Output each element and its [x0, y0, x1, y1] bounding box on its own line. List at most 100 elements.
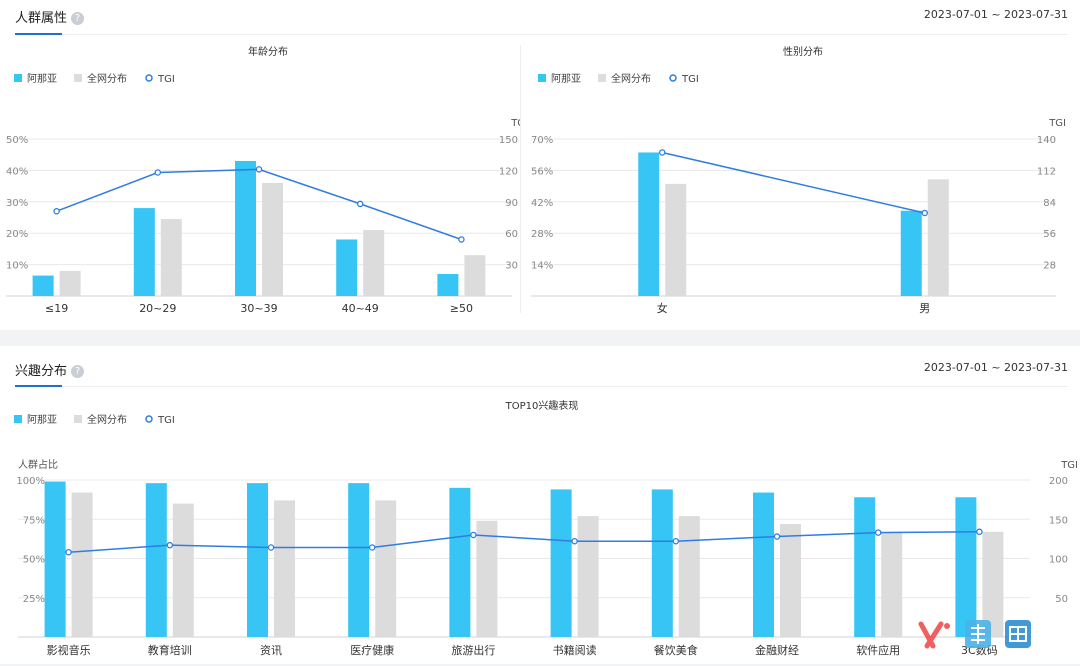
- bar-brand: [900, 210, 922, 296]
- y-tick-label-left: 70%: [531, 135, 553, 146]
- tab-active-indicator: [15, 33, 62, 35]
- bar-brand: [550, 489, 572, 637]
- legend-swatch-brand: [538, 74, 546, 82]
- help-icon[interactable]: ?: [71, 365, 85, 378]
- date-range[interactable]: 2023-07-01 ~ 2023-07-31: [923, 361, 1068, 374]
- y-tick-label-right: 50: [1055, 594, 1068, 605]
- y-tick-label-left: 42%: [531, 198, 553, 209]
- x-tick-label: 教育培训: [148, 643, 192, 657]
- tgi-point: [773, 533, 781, 540]
- tab-divider: [15, 34, 1068, 35]
- tgi-point: [255, 166, 263, 173]
- tgi-point: [65, 548, 72, 556]
- help-icon[interactable]: ?: [71, 12, 85, 25]
- bar-brand: [638, 152, 660, 296]
- y-tick-label-right: 100: [1049, 555, 1068, 566]
- bar-market: [274, 500, 295, 637]
- tgi-line: [56, 168, 462, 241]
- y-tick-label-right: 150: [499, 135, 518, 146]
- legend-swatch-tgi: [145, 74, 153, 82]
- y-tick-label-right: 150: [1049, 515, 1068, 526]
- bar-brand: [235, 160, 256, 296]
- legend-label: 全网分布: [611, 72, 651, 85]
- y-tick-label-right: 84: [1043, 198, 1056, 209]
- tab-active-indicator: [15, 385, 62, 387]
- legend-swatch-tgi: [145, 415, 153, 423]
- interest-card: 兴趣分布? 2023-07-01 ~ 2023-07-31 TOP10兴趣表现阿…: [0, 346, 1080, 664]
- y-tick-label-right: 112: [1037, 166, 1056, 177]
- x-tick-label: 女: [657, 301, 668, 315]
- tgi-point: [53, 207, 60, 215]
- section-title-text: 兴趣分布: [15, 364, 68, 379]
- tgi-point: [470, 531, 477, 539]
- watermark-logo: [918, 620, 1031, 649]
- x-tick-label: 医疗健康: [350, 643, 394, 657]
- tgi-point: [368, 544, 376, 551]
- bar-market: [375, 500, 397, 637]
- legend-label: TGI: [157, 415, 175, 426]
- bar-brand: [247, 483, 268, 637]
- tgi-point: [921, 209, 928, 217]
- bar-brand: [449, 487, 471, 637]
- bar-brand: [651, 489, 673, 637]
- bar-brand: [854, 497, 876, 637]
- y-axis-title-right: TGI: [510, 118, 520, 129]
- y-tick-label-right: 200: [1049, 476, 1068, 487]
- y-axis-title-right: TGI: [1048, 118, 1066, 129]
- tgi-point: [356, 200, 364, 208]
- bar-market: [59, 270, 81, 296]
- tgi-point: [658, 149, 666, 156]
- y-tick-label-right: 120: [499, 166, 518, 177]
- bar-market: [927, 179, 949, 296]
- y-axis-title-left: 人群占比: [18, 458, 58, 471]
- legend-swatch-market: [74, 415, 82, 423]
- bar-brand: [145, 483, 167, 637]
- bar-market: [160, 219, 182, 296]
- bar-market: [881, 531, 903, 637]
- y-tick-label-left: 20%: [6, 229, 28, 240]
- y-tick-label-left: 100%: [16, 476, 45, 487]
- legend-swatch-tgi: [669, 74, 677, 82]
- date-range[interactable]: 2023-07-01 ~ 2023-07-31: [923, 8, 1068, 21]
- chart-divider: [520, 45, 521, 313]
- bar-market: [476, 520, 498, 637]
- bar-brand: [348, 483, 370, 637]
- chart-title: 年龄分布: [248, 45, 288, 58]
- tgi-point: [672, 537, 680, 545]
- x-tick-label: 30~39: [240, 302, 277, 315]
- legend-label: 全网分布: [87, 72, 127, 85]
- y-tick-label-left: 56%: [531, 166, 553, 177]
- x-tick-label: 金融财经: [755, 643, 799, 657]
- x-tick-label: 20~29: [139, 302, 176, 315]
- tgi-point: [976, 528, 983, 536]
- y-tick-label-left: 50%: [6, 135, 28, 146]
- x-tick-label: 书籍阅读: [553, 643, 597, 657]
- y-tick-label-right: 140: [1037, 135, 1056, 146]
- tgi-point: [874, 529, 882, 536]
- chart-title: 性别分布: [783, 45, 823, 58]
- tgi-point: [458, 236, 465, 243]
- legend-swatch-brand: [14, 74, 22, 82]
- bar-brand: [133, 208, 155, 296]
- y-tick-label-left: 10%: [6, 261, 28, 272]
- tgi-point: [154, 169, 162, 176]
- x-tick-label: 影视音乐: [47, 643, 91, 657]
- y-tick-label-left: 75%: [23, 515, 45, 526]
- x-tick-label: 40~49: [342, 302, 379, 315]
- bar-market: [71, 492, 93, 637]
- y-tick-label-left: 50%: [23, 555, 45, 566]
- y-tick-label-right: 60: [505, 229, 518, 240]
- tgi-point: [571, 537, 578, 545]
- bar-market: [577, 516, 599, 637]
- legend-label: 阿那亚: [27, 73, 57, 85]
- legend-swatch-brand: [14, 415, 22, 423]
- tgi-point: [267, 544, 275, 551]
- chart-title: TOP10兴趣表现: [505, 399, 579, 412]
- legend-label: TGI: [157, 74, 175, 85]
- bar-market: [262, 182, 283, 296]
- y-tick-label-left: 40%: [6, 166, 28, 177]
- bar-brand: [44, 481, 66, 637]
- bar-market: [172, 503, 194, 637]
- bar-brand: [32, 275, 54, 296]
